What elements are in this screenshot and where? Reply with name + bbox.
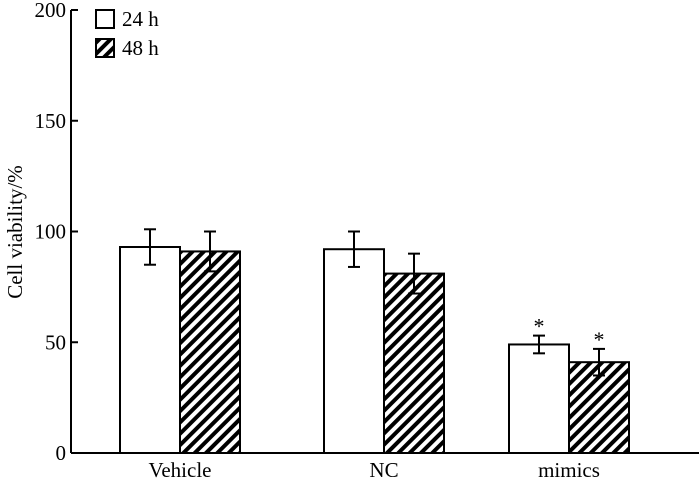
plot-area: 0 50 100 150 200 Vehicle NC mimics * * 24 h 48 h [35,0,699,481]
bar-24h [508,343,570,454]
y-tick-label: 50 [45,330,66,354]
legend-label: 24 h [122,7,159,31]
y-tick-label: 150 [35,109,67,133]
bar-48h [179,250,241,454]
y-axis-title: Cell viability/% [3,165,27,299]
legend-swatch [95,38,115,58]
bar-24h [119,246,181,454]
y-tick-label: 200 [35,0,67,22]
x-tick-label: Vehicle [149,458,212,481]
y-tick-label: 0 [56,441,67,465]
bar-48h [383,272,445,454]
y-tick-label: 100 [35,220,67,244]
bar-24h [323,248,385,454]
x-tick-label: mimics [538,458,600,481]
significance-marker: * [594,327,605,352]
legend-label: 48 h [122,36,159,60]
significance-marker: * [534,314,545,339]
x-tick-label: NC [369,458,398,481]
legend-swatch [95,9,115,29]
